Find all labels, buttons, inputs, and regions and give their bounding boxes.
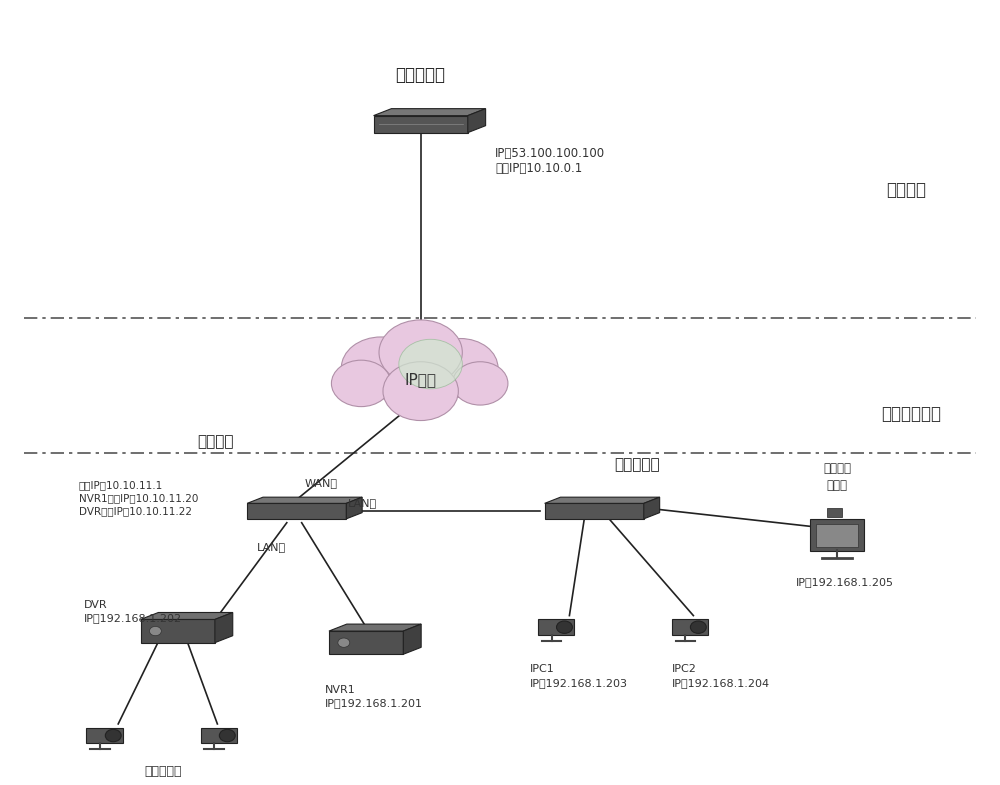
Text: IPC2
IP：192.168.1.204: IPC2 IP：192.168.1.204: [672, 664, 770, 688]
Polygon shape: [141, 612, 233, 619]
Circle shape: [379, 320, 462, 385]
Text: 虚拟IP：10.10.11.1
NVR1虚拟IP：10.10.11.20
DVR虚拟IP：10.10.11.22: 虚拟IP：10.10.11.1 NVR1虚拟IP：10.10.11.20 DVR…: [79, 480, 198, 517]
Circle shape: [338, 638, 350, 648]
Text: NVR1
IP：192.168.1.201: NVR1 IP：192.168.1.201: [324, 685, 422, 708]
Polygon shape: [201, 728, 237, 743]
Circle shape: [105, 729, 121, 742]
Circle shape: [341, 337, 421, 399]
Polygon shape: [141, 619, 215, 643]
Polygon shape: [86, 728, 123, 743]
Polygon shape: [468, 108, 486, 133]
Polygon shape: [215, 612, 233, 643]
Polygon shape: [545, 503, 644, 519]
Polygon shape: [403, 624, 421, 654]
Circle shape: [452, 362, 508, 405]
Text: IP网络: IP网络: [405, 372, 437, 387]
Text: 二层交换机: 二层交换机: [614, 458, 660, 473]
Text: DVR
IP：192.168.1.202: DVR IP：192.168.1.202: [84, 600, 182, 623]
Polygon shape: [545, 497, 660, 503]
Polygon shape: [538, 619, 574, 635]
Text: LAN口: LAN口: [257, 542, 286, 552]
Text: 接入网关: 接入网关: [198, 434, 234, 449]
Text: WAN口: WAN口: [305, 478, 338, 488]
Text: 公共平台: 公共平台: [887, 181, 927, 199]
Circle shape: [557, 621, 572, 633]
Text: IPC1
IP：192.168.1.203: IPC1 IP：192.168.1.203: [530, 664, 628, 688]
Polygon shape: [247, 503, 346, 519]
Polygon shape: [329, 624, 421, 631]
Text: 模拟摄像机: 模拟摄像机: [144, 765, 182, 778]
Circle shape: [149, 626, 161, 636]
Polygon shape: [672, 619, 708, 635]
Polygon shape: [644, 497, 660, 519]
Polygon shape: [374, 115, 468, 133]
Text: 接入服务器: 接入服务器: [396, 66, 446, 84]
Circle shape: [423, 338, 498, 397]
Text: 社会资源网络: 社会资源网络: [882, 405, 942, 423]
Circle shape: [690, 621, 706, 633]
Text: IP：53.100.100.100
虚拟IP：10.10.0.1: IP：53.100.100.100 虚拟IP：10.10.0.1: [495, 148, 605, 175]
Circle shape: [399, 339, 462, 389]
FancyBboxPatch shape: [816, 524, 858, 547]
Polygon shape: [329, 631, 403, 654]
Circle shape: [383, 362, 458, 421]
Text: 视频监控
客户端: 视频监控 客户端: [823, 462, 851, 491]
Text: IP：192.168.1.205: IP：192.168.1.205: [796, 577, 894, 587]
Polygon shape: [374, 108, 486, 115]
Circle shape: [331, 360, 391, 407]
Polygon shape: [247, 497, 362, 503]
Polygon shape: [346, 497, 362, 519]
Circle shape: [219, 729, 235, 742]
Polygon shape: [827, 508, 842, 517]
FancyBboxPatch shape: [810, 519, 864, 551]
Text: LAN口: LAN口: [348, 498, 377, 509]
